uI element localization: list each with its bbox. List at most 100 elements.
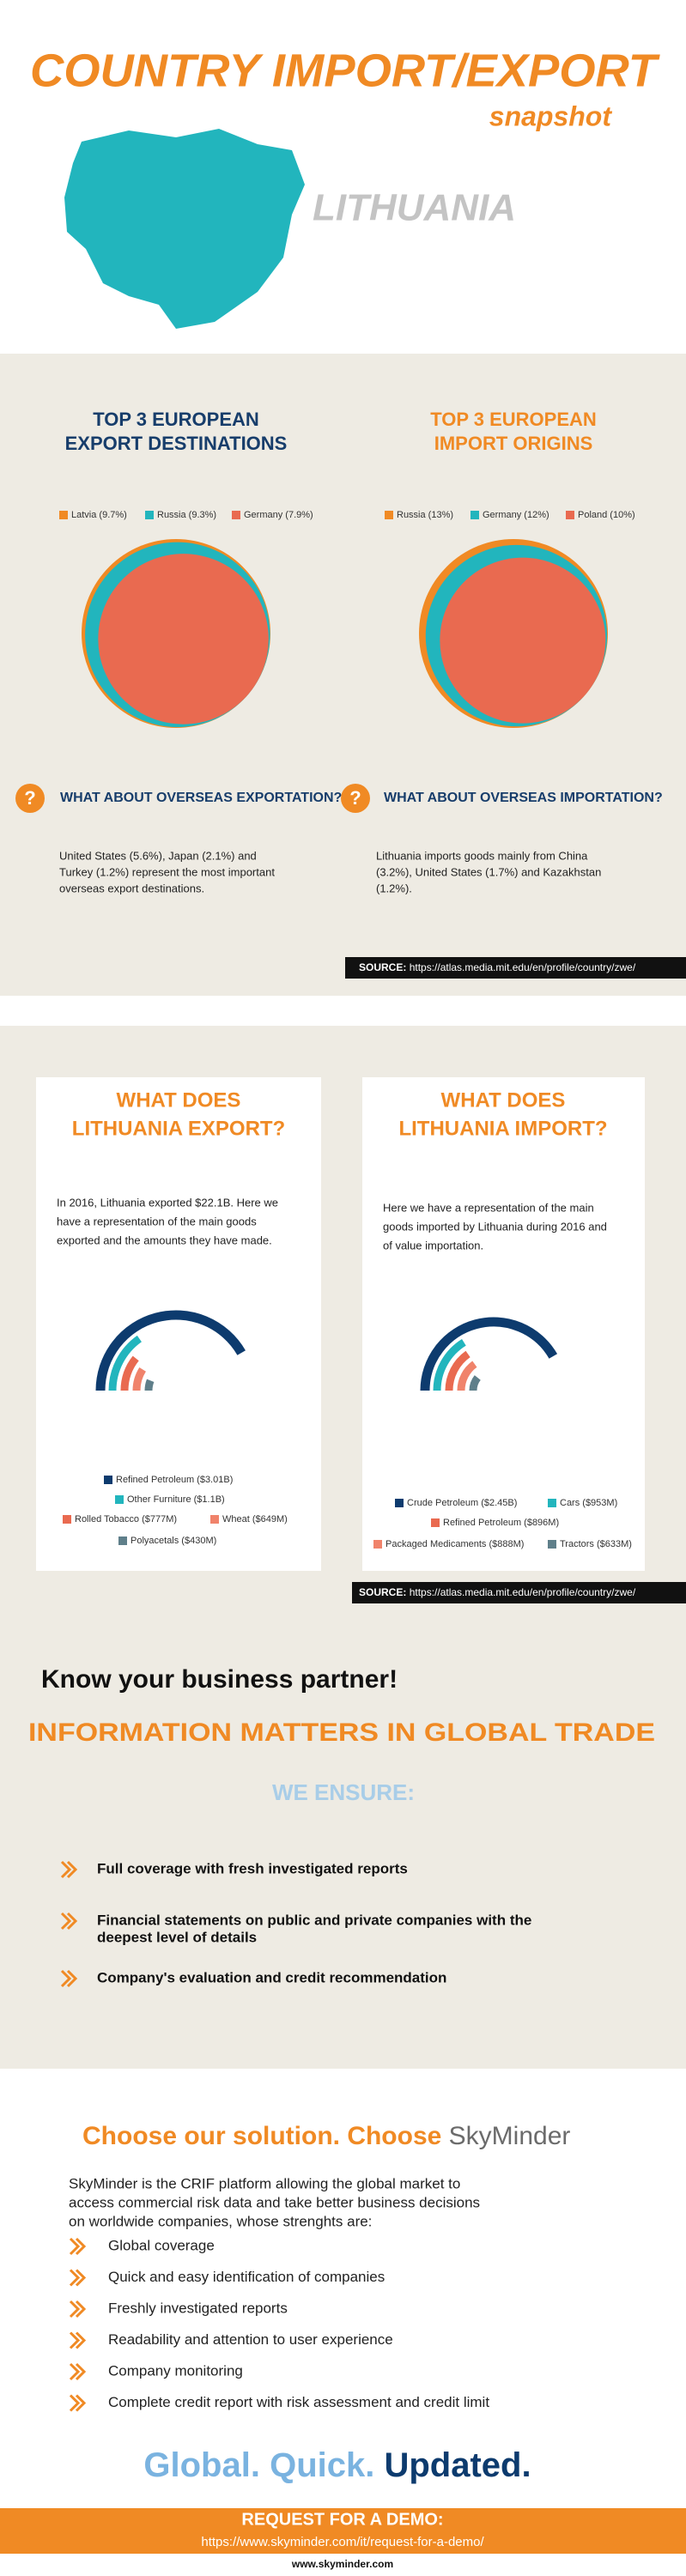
solution-heading: Choose our solution. Choose SkyMinder: [82, 2122, 570, 2150]
tagline: INFORMATION MATTERS IN GLOBAL TRADE: [28, 1718, 655, 1747]
question: WHAT ABOUT OVERSEAS IMPORTATION?: [384, 791, 663, 805]
legend-label: Refined Petroleum ($896M): [443, 1518, 559, 1528]
strength: Complete credit report with risk assessm…: [108, 2394, 489, 2410]
ensure-point: Full coverage with fresh investigated re…: [97, 1860, 408, 1876]
slogan-word: Quick.: [270, 2446, 374, 2484]
paragraph: Here we have a representation of the mai…: [383, 1201, 594, 1214]
legend-swatch: [548, 1540, 556, 1549]
chevron: [69, 2331, 87, 2349]
paragraph: SkyMinder is the CRIF platform allowing …: [69, 2175, 460, 2191]
pie-circle: [98, 554, 269, 724]
legend-label: Packaged Medicaments ($888M): [385, 1539, 524, 1549]
cta-bar: [0, 2508, 686, 2554]
radial-bar: [132, 1367, 147, 1391]
card: [36, 1077, 321, 1571]
strength: Company monitoring: [108, 2362, 243, 2379]
ensure-point: Company's evaluation and credit recommen…: [97, 1969, 446, 1985]
ensure-point: deepest level of details: [97, 1929, 257, 1945]
pie-circle: [440, 557, 606, 724]
legend-swatch: [395, 1499, 404, 1507]
paragraph: have a representation of the main goods: [57, 1215, 257, 1227]
chevron: [69, 2269, 87, 2287]
legend-swatch: [63, 1515, 71, 1524]
question-icon: [341, 784, 370, 813]
source-url: https://atlas.media.mit.edu/en/profile/c…: [410, 961, 636, 973]
legend-label: Rolled Tobacco ($777M): [75, 1514, 177, 1524]
strength: Global coverage: [108, 2237, 215, 2253]
legend-swatch: [470, 511, 479, 519]
paragraph: Lithuania imports goods mainly from Chin…: [376, 849, 588, 862]
paragraph: In 2016, Lithuania exported $22.1B. Here…: [57, 1196, 278, 1209]
heading: EXPORT DESTINATIONS: [65, 433, 288, 454]
legend-swatch: [115, 1495, 124, 1504]
legend-swatch: [566, 511, 574, 519]
legend-label: Refined Petroleum ($3.01B): [116, 1475, 233, 1485]
chevron: [60, 1969, 78, 1988]
radial-bar: [120, 1355, 139, 1391]
title: COUNTRY IMPORT/EXPORT: [30, 45, 660, 96]
legend-label: Russia (13%): [397, 510, 453, 520]
paragraph: Turkey (1.2%) represent the most importa…: [59, 865, 275, 878]
slogan-word: Updated.: [384, 2446, 531, 2484]
legend-label: Germany (12%): [483, 510, 549, 520]
heading: WHAT DOES: [117, 1088, 241, 1112]
site[interactable]: www.skyminder.com: [291, 2558, 393, 2570]
chevron: [69, 2300, 87, 2318]
headline: Know your business partner!: [41, 1665, 398, 1694]
heading: IMPORT ORIGINS: [434, 433, 593, 454]
legend-label: Wheat ($649M): [222, 1514, 288, 1524]
legend-swatch: [385, 511, 393, 519]
legend-swatch: [232, 511, 240, 519]
legend-label: Crude Petroleum ($2.45B): [407, 1498, 517, 1508]
chevron: [69, 2362, 87, 2381]
legend-label: Poland (10%): [578, 510, 635, 520]
legend-label: Latvia (9.7%): [71, 510, 127, 520]
chevron: [60, 1912, 78, 1930]
heading: TOP 3 EUROPEAN: [93, 409, 259, 430]
radial-bar: [420, 1317, 558, 1391]
strength-list: Global coverage Quick and easy identifica…: [69, 2237, 489, 2412]
paragraph: access commercial risk data and take bet…: [69, 2194, 480, 2210]
radial-bar: [144, 1379, 155, 1391]
radial-bar: [445, 1350, 470, 1391]
radial-bar: [433, 1338, 466, 1391]
legend-swatch: [431, 1518, 440, 1527]
legend-label: Polyacetals ($430M): [131, 1536, 216, 1546]
ensure-list: Full coverage with fresh investigated re…: [60, 1860, 531, 1988]
paragraph: on worldwide companies, whose strenghts …: [69, 2213, 372, 2229]
chevron: [69, 2237, 87, 2256]
radial-bar: [95, 1310, 246, 1391]
heading-text: Choose our solution. Choose: [82, 2122, 449, 2150]
source-bar: [345, 957, 686, 979]
legend-swatch: [548, 1499, 556, 1507]
radial-bar: [457, 1361, 477, 1391]
brand: SkyMinder: [449, 2122, 571, 2150]
heading: WHAT DOES: [441, 1088, 566, 1112]
source-label: SOURCE:: [359, 961, 406, 973]
source-url: https://atlas.media.mit.edu/en/profile/c…: [410, 1586, 636, 1598]
ensure-point: Financial statements on public and priva…: [97, 1912, 531, 1928]
legend-swatch: [145, 511, 154, 519]
paragraph: goods imported by Lithuania during 2016 …: [383, 1220, 607, 1233]
icon-glyph: ?: [24, 787, 35, 809]
subtitle: snapshot: [489, 100, 613, 131]
legend-swatch: [104, 1476, 112, 1484]
icon-glyph: ?: [349, 787, 361, 809]
question: WHAT ABOUT OVERSEAS EXPORTATION?: [60, 791, 342, 805]
legend-swatch: [118, 1537, 127, 1545]
source: SOURCE: https://atlas.media.mit.edu/en/p…: [359, 1586, 636, 1598]
heading: TOP 3 EUROPEAN: [430, 409, 597, 430]
cta: REQUEST FOR A DEMO:: [241, 2510, 443, 2529]
legend-label: Germany (7.9%): [244, 510, 313, 520]
legend-label: Russia (9.3%): [157, 510, 216, 520]
source-bar: [352, 1582, 686, 1603]
strength: Freshly investigated reports: [108, 2300, 288, 2316]
solution-bg: [0, 2069, 686, 2508]
paragraph: United States (5.6%), Japan (2.1%) and: [59, 849, 257, 862]
legend-swatch: [373, 1540, 382, 1549]
paragraph: (1.2%).: [376, 882, 412, 894]
ensure: WE ENSURE:: [272, 1779, 415, 1805]
cta-url[interactable]: https://www.skyminder.com/it/request-for…: [201, 2535, 484, 2549]
radial-bar: [469, 1375, 482, 1391]
